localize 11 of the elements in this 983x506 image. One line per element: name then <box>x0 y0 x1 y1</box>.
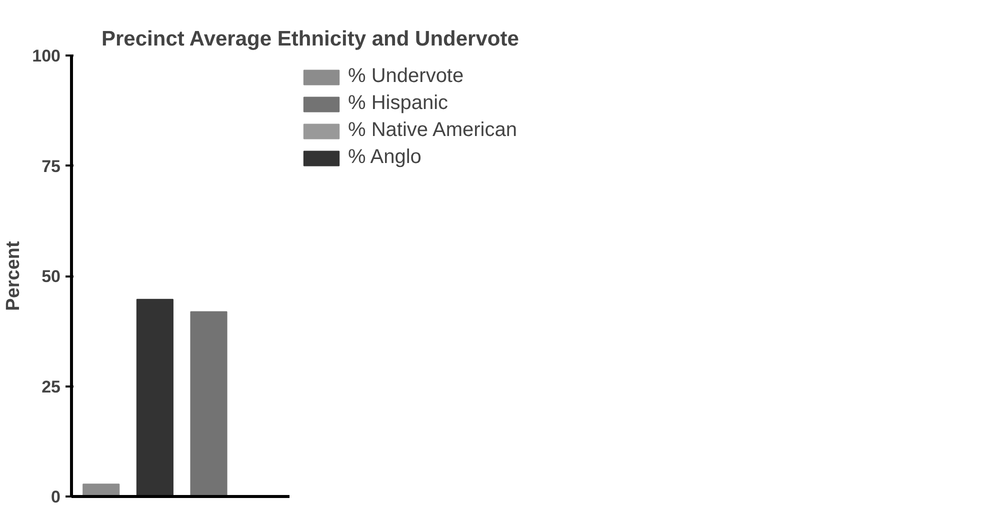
y-tick-label: 100 <box>32 46 61 66</box>
y-tick-label: 0 <box>51 488 61 506</box>
legend-label: % Undervote <box>348 65 464 88</box>
legend-label: % Hispanic <box>348 92 448 115</box>
y-tick-label: 75 <box>42 156 61 176</box>
y-axis-title: Percent <box>3 240 24 311</box>
y-tick-label: 25 <box>42 377 61 396</box>
chart-title: Precinct Average Ethnicity and Undervote <box>102 28 519 50</box>
legend-label: % Anglo <box>348 146 422 169</box>
legend-label: % Native American <box>348 119 517 142</box>
y-tick-label: 50 <box>42 267 61 286</box>
